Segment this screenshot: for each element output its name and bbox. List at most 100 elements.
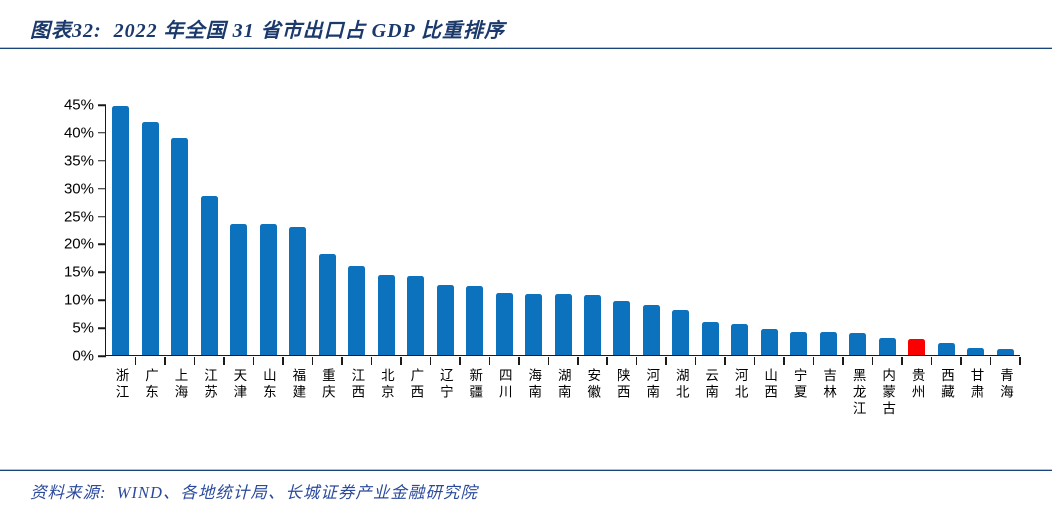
bar-column: 河南 <box>637 105 667 401</box>
x-axis-tick <box>488 356 491 365</box>
y-axis-tick <box>98 104 106 106</box>
x-axis-tick <box>871 356 874 365</box>
bar <box>289 227 307 355</box>
y-axis-tick-label: 20% <box>63 235 94 253</box>
bar-column: 北京 <box>371 105 402 401</box>
x-axis-tick <box>1019 356 1021 365</box>
x-axis-tick <box>783 356 785 365</box>
y-axis-tick <box>98 187 106 190</box>
bar <box>318 254 336 355</box>
bar-column: 浙江 <box>106 105 137 401</box>
y-axis-tick-label: 0% <box>72 347 94 365</box>
x-axis-label: 新疆 <box>467 368 483 401</box>
x-axis-label: 山东 <box>260 368 276 401</box>
bar-column: 西藏 <box>932 105 962 401</box>
x-axis-label: 云南 <box>703 368 719 401</box>
bar-column: 黑龙江 <box>843 105 874 418</box>
y-axis-tick-label: 25% <box>63 208 94 226</box>
bar <box>731 324 749 355</box>
bar-column: 湖北 <box>666 105 697 401</box>
bar-column: 福建 <box>283 105 314 401</box>
x-axis-tick <box>311 356 314 365</box>
bar-series: 浙江 广东 上海 江苏 天津 山东 福建 重庆 江西 北京 广西 辽宁 新疆 四川 海南 湖南 安徽 陕西 河南 湖北… <box>106 105 1021 418</box>
source-note: 资料来源: WIND、各地统计局、长城证券产业金融研究院 <box>30 483 478 502</box>
x-axis-tick <box>812 356 815 365</box>
x-axis-tick <box>252 356 255 365</box>
bar <box>495 293 513 355</box>
x-axis-tick <box>635 356 638 365</box>
x-axis-tick <box>429 356 432 365</box>
x-axis-label: 内蒙古 <box>880 368 896 418</box>
x-axis-label: 浙江 <box>113 368 129 401</box>
bar-column: 宁夏 <box>784 105 815 401</box>
y-axis-tick <box>98 299 106 301</box>
bar <box>849 333 867 355</box>
bar-highlighted <box>908 338 926 355</box>
x-axis-label: 贵州 <box>909 368 925 401</box>
bar-column: 云南 <box>696 105 726 401</box>
x-axis-label: 西藏 <box>939 368 955 401</box>
bar-column: 山东 <box>253 105 284 401</box>
y-axis-tick-label: 45% <box>63 96 94 114</box>
y-axis-tick <box>98 132 106 134</box>
y-axis-tick <box>98 160 106 162</box>
bar <box>436 284 454 355</box>
x-axis-label: 广西 <box>408 368 424 401</box>
y-axis-tick-label: 5% <box>72 319 94 337</box>
x-axis-tick <box>282 356 284 365</box>
x-axis-tick <box>665 356 667 365</box>
x-axis-label: 江西 <box>349 368 365 401</box>
bar-column: 甘肃 <box>961 105 992 401</box>
bar <box>466 285 484 355</box>
bar-column: 辽宁 <box>430 105 461 401</box>
bar-column: 海南 <box>519 105 550 401</box>
footer-divider <box>0 469 1052 471</box>
bar-column: 天津 <box>224 105 255 401</box>
x-axis-label: 黑龙江 <box>850 368 866 418</box>
x-axis-label: 四川 <box>496 368 512 401</box>
bar-column: 广东 <box>135 105 166 401</box>
x-axis-label: 安徽 <box>585 368 601 401</box>
bar <box>200 196 218 355</box>
x-axis-tick <box>694 356 697 365</box>
y-axis-tick-label: 15% <box>63 263 94 281</box>
bar <box>141 122 159 355</box>
x-axis-tick <box>223 356 225 365</box>
bar <box>613 301 631 355</box>
bar <box>790 331 808 355</box>
x-axis-label: 福建 <box>290 368 306 401</box>
x-axis-label: 吉林 <box>821 368 837 401</box>
bar-column: 四川 <box>489 105 520 401</box>
bar <box>554 294 572 355</box>
bar-column: 安徽 <box>578 105 608 401</box>
y-axis-tick-label: 35% <box>63 152 94 170</box>
bar-column: 重庆 <box>312 105 343 401</box>
x-axis-label: 广东 <box>142 368 158 401</box>
y-axis-tick <box>98 215 106 218</box>
x-axis-tick <box>341 356 343 365</box>
bar-column: 湖南 <box>548 105 579 401</box>
bar <box>230 223 248 355</box>
y-axis-tick <box>98 355 106 357</box>
x-axis-label: 陕西 <box>614 368 630 401</box>
bar <box>407 275 425 355</box>
x-axis-tick <box>901 356 903 365</box>
bar <box>525 293 543 355</box>
bar <box>348 265 366 355</box>
x-axis-label: 辽宁 <box>437 368 453 401</box>
x-axis-tick <box>606 356 608 365</box>
x-axis-tick <box>753 356 756 365</box>
x-axis-tick <box>134 356 137 365</box>
bar <box>760 328 778 355</box>
bar <box>672 309 690 355</box>
x-axis-tick <box>164 356 166 365</box>
bar-column: 新疆 <box>460 105 491 401</box>
x-axis-label: 湖北 <box>673 368 689 401</box>
y-axis-tick <box>98 327 106 329</box>
bar-chart-plot-area: 0% 5% 10% 15% 20% 25% 30% 35% 40% 45% 浙江 广东 上海 江苏 天津山… <box>64 98 1021 418</box>
bar <box>171 138 189 355</box>
x-axis-label: 海南 <box>526 368 542 401</box>
bar-column: 上海 <box>165 105 196 401</box>
x-axis-label: 天津 <box>231 368 247 401</box>
